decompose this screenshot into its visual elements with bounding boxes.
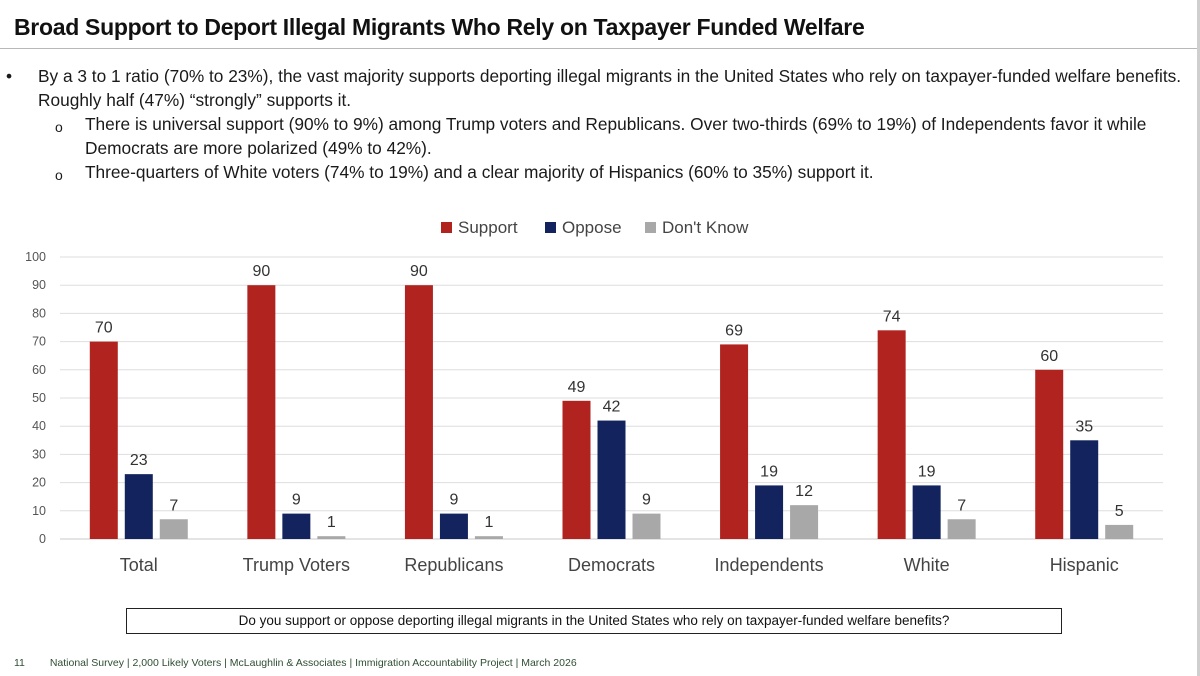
bar-oppose	[755, 485, 784, 539]
data-label: 74	[883, 308, 901, 325]
bar-oppose	[282, 513, 311, 539]
legend-swatch	[545, 222, 556, 233]
bar-don-t-know	[790, 505, 819, 539]
bar-oppose	[597, 420, 626, 539]
bar-support	[877, 330, 906, 539]
data-label: 60	[1040, 348, 1058, 365]
data-label: 12	[795, 483, 813, 500]
y-tick-label: 30	[32, 447, 46, 461]
x-tick-label: White	[904, 555, 950, 575]
bar-support	[404, 285, 433, 539]
y-tick-label: 70	[32, 335, 46, 349]
data-label: 90	[252, 263, 270, 280]
y-tick-label: 90	[32, 278, 46, 292]
bar-don-t-know	[159, 519, 188, 539]
page-number: 11	[14, 657, 25, 669]
y-tick-label: 60	[32, 363, 46, 377]
data-label: 9	[292, 492, 301, 509]
data-label: 35	[1075, 418, 1093, 435]
sub-bullet-text: Three-quarters of White voters (74% to 1…	[85, 162, 874, 182]
legend-label: Don't Know	[662, 218, 749, 237]
data-label: 42	[603, 399, 621, 416]
x-tick-label: Democrats	[568, 555, 655, 575]
data-label: 69	[725, 322, 743, 339]
bar-chart: 0 10 20 30 40 50 60 70 80 90 100 Support Oppose Don't…	[25, 218, 1163, 575]
data-label: 90	[410, 263, 428, 280]
sub-bullet-text: There is universal support (90% to 9%) a…	[85, 114, 1147, 158]
x-tick-label: Republicans	[404, 555, 503, 575]
legend-label: Support	[458, 218, 518, 237]
footer: 11 National Survey | 2,000 Likely Voters…	[14, 657, 577, 669]
y-tick-label: 80	[32, 306, 46, 320]
y-tick-label: 0	[39, 532, 46, 546]
bar-support	[89, 341, 118, 539]
bar-oppose	[439, 513, 468, 539]
title-divider	[0, 48, 1200, 49]
footer-source: National Survey | 2,000 Likely Voters | …	[49, 657, 577, 669]
bar-support	[1035, 369, 1064, 539]
bar-don-t-know	[317, 536, 346, 539]
bar-oppose	[1070, 440, 1099, 539]
legend-swatch	[441, 222, 452, 233]
data-label: 5	[1115, 503, 1124, 520]
data-label: 70	[95, 320, 113, 337]
bar-don-t-know	[632, 513, 661, 539]
data-label: 19	[760, 463, 778, 480]
data-label: 1	[327, 514, 336, 531]
bar-don-t-know	[1105, 524, 1134, 539]
page-edge	[1197, 0, 1200, 676]
bar-don-t-know	[474, 536, 503, 539]
y-tick-label: 20	[32, 476, 46, 490]
bar-support	[720, 344, 749, 539]
data-label: 23	[130, 452, 148, 469]
bar-support	[562, 400, 591, 539]
data-label: 1	[484, 514, 493, 531]
slide-title: Broad Support to Deport Illegal Migrants…	[14, 14, 865, 40]
bar-don-t-know	[947, 519, 976, 539]
data-label: 9	[642, 492, 651, 509]
x-tick-label: Total	[120, 555, 158, 575]
x-tick-label: Hispanic	[1050, 555, 1119, 575]
legend-swatch	[645, 222, 656, 233]
x-tick-label: Independents	[715, 555, 824, 575]
data-label: 7	[957, 497, 966, 514]
data-label: 49	[568, 379, 586, 396]
sub-bullet-marker: o	[55, 119, 63, 135]
bar-oppose	[912, 485, 941, 539]
x-tick-label: Trump Voters	[243, 555, 350, 575]
y-tick-label: 10	[32, 504, 46, 518]
main-bullet-text: By a 3 to 1 ratio (70% to 23%), the vast…	[38, 66, 1182, 110]
data-label: 7	[169, 497, 178, 514]
data-label: 19	[918, 463, 936, 480]
data-label: 9	[449, 492, 458, 509]
y-tick-label: 40	[32, 419, 46, 433]
y-tick-label: 100	[25, 250, 46, 264]
bar-oppose	[124, 474, 153, 539]
sub-bullet-marker: o	[55, 167, 63, 183]
bullet-marker: •	[6, 66, 13, 86]
bar-support	[247, 285, 276, 539]
survey-question: Do you support or oppose deporting illeg…	[126, 608, 1062, 634]
y-tick-label: 50	[32, 391, 46, 405]
legend-label: Oppose	[562, 218, 622, 237]
